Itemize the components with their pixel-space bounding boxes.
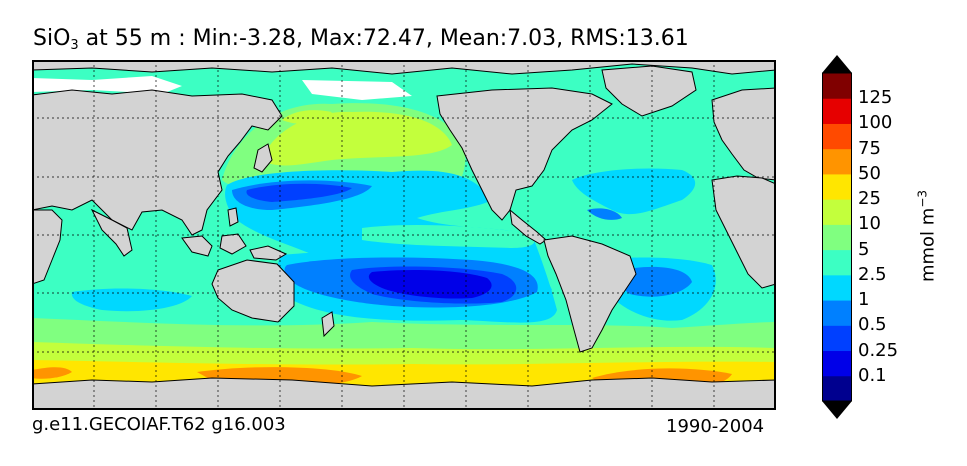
unit-text: mmol m (917, 207, 939, 283)
contour-indian-1 (71, 288, 192, 312)
colorbar-bin (822, 98, 852, 124)
colorbar-tick-label: 5 (858, 238, 870, 260)
contour-southern-50-west (32, 367, 72, 379)
land-south-america (543, 235, 637, 353)
colorbar-tick-label: 2.5 (858, 263, 887, 285)
land-borneo (219, 233, 247, 255)
land-europe (711, 87, 776, 181)
colorbar-unit-label: mmol m−3 (916, 190, 939, 282)
land-new-zealand (321, 311, 335, 338)
title-rest: at 55 m : Min:-3.28, Max:72.47, Mean:7.0… (78, 26, 689, 51)
colorbar-tick-label: 50 (858, 162, 881, 184)
colorbar-tick-label: 0.5 (858, 314, 887, 336)
colorbar-bin (822, 199, 852, 225)
colorbar-tick-label: 1 (858, 289, 870, 311)
map-frame (32, 60, 776, 410)
colorbar-bin (822, 224, 852, 251)
colorbar-bin (822, 350, 852, 377)
years-label: 1990-2004 (666, 416, 765, 437)
colorbar-bin (822, 123, 852, 150)
colorbar (822, 55, 852, 419)
colorbar-tick-label: 75 (858, 137, 881, 159)
sea-ice-patch (302, 80, 412, 100)
colorbar-bin (822, 325, 852, 352)
land-greenland (601, 65, 697, 117)
colorbar-tick-label: 125 (858, 87, 893, 109)
land-new-guinea (249, 245, 288, 261)
contour-north-pacific-0-25 (246, 183, 352, 202)
ocean-map (32, 60, 776, 410)
plot-title: SiO3 at 55 m : Min:-3.28, Max:72.47, Mea… (33, 26, 689, 53)
colorbar-bin (822, 274, 852, 301)
land-indonesia (181, 235, 213, 257)
colorbar-graphic (822, 55, 852, 419)
land-eurasia (32, 89, 283, 236)
colorbar-tick-label: 0.1 (858, 364, 887, 386)
colorbar-bin (822, 375, 852, 402)
land-japan (253, 143, 273, 173)
contour-gulf-0-5 (587, 208, 622, 220)
sea-ice-patch (32, 76, 182, 94)
case-label: g.e11.GECOIAF.T62 g16.003 (32, 414, 286, 435)
land-north-america (436, 87, 613, 221)
unit-exponent: −3 (915, 189, 930, 208)
colorbar-tick-label: 100 (858, 112, 893, 134)
colorbar-bin (822, 249, 852, 276)
colorbar-outline (822, 72, 852, 402)
colorbar-bin (822, 173, 852, 200)
colorbar-tick-label: 0.25 (858, 339, 899, 361)
colorbar-bin (822, 148, 852, 175)
land-australia (211, 259, 295, 323)
contour-north-atlantic-1 (572, 168, 696, 215)
graticule (32, 60, 776, 410)
colorbar-tick-label: 10 (858, 213, 881, 235)
land-philippines (227, 207, 239, 227)
land-india (90, 208, 133, 257)
contour-equatorial-2-5 (362, 225, 535, 248)
title-variable: SiO (33, 26, 71, 51)
colorbar-bin (822, 300, 852, 326)
contour-okhotsk-10 (282, 110, 332, 124)
contour-north-pacific-10 (262, 111, 452, 166)
title-subscript: 3 (70, 38, 79, 53)
colorbar-extend-min (822, 401, 852, 419)
colorbar-extend-max (822, 55, 852, 73)
contour-south-atlantic-0-5 (618, 266, 692, 297)
colorbar-bin (822, 73, 852, 99)
colorbar-tick-label: 25 (858, 188, 881, 210)
map-panel (32, 60, 776, 410)
contour-south-pacific-0-1 (368, 270, 492, 299)
